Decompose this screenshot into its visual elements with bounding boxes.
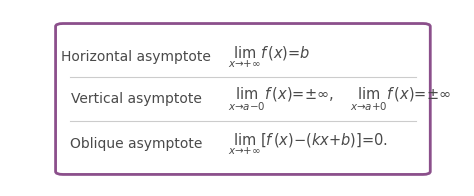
Text: Vertical asymptote: Vertical asymptote <box>71 92 202 106</box>
Text: Horizontal asymptote: Horizontal asymptote <box>62 50 211 64</box>
Text: Oblique asymptote: Oblique asymptote <box>70 137 202 151</box>
FancyBboxPatch shape <box>55 24 430 174</box>
Text: $\lim_{x\to a-0} f\,(x) = \pm\infty, \quad \lim_{x\to a+0} f\,(x) = \pm\infty$: $\lim_{x\to a-0} f\,(x) = \pm\infty, \qu… <box>228 85 451 113</box>
Text: $\lim_{x\to+\infty} f\,(x) = b$: $\lim_{x\to+\infty} f\,(x) = b$ <box>228 44 310 70</box>
Text: $\lim_{x\to+\infty} [f\,(x) - (kx + b)] = 0.$: $\lim_{x\to+\infty} [f\,(x) - (kx + b)] … <box>228 131 388 157</box>
